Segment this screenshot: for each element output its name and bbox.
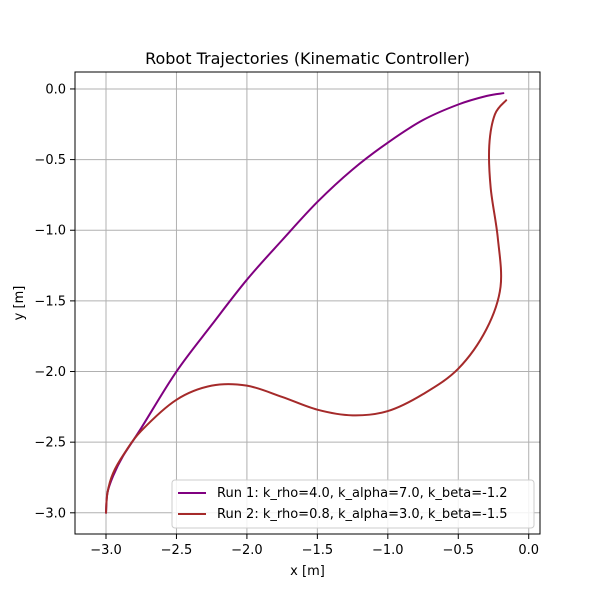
- x-tick-label: 0.0: [518, 543, 539, 558]
- y-axis-label: y [m]: [12, 286, 27, 321]
- y-tick-label: −2.0: [34, 365, 66, 380]
- y-tick-label: −1.5: [34, 294, 66, 309]
- plot-frame: [74, 71, 541, 535]
- x-tick-label: −3.0: [90, 543, 122, 558]
- legend-label-run-2: Run 2: k_rho=0.8, k_alpha=3.0, k_beta=-1…: [217, 507, 508, 522]
- x-tick-label: −1.0: [372, 543, 404, 558]
- y-tick-label: 0.0: [45, 82, 66, 97]
- legend-label-run-1: Run 1: k_rho=4.0, k_alpha=7.0, k_beta=-1…: [217, 486, 508, 501]
- x-tick-label: −0.5: [442, 543, 474, 558]
- series-line-run-2: [105, 99, 508, 514]
- axis-ticks: −3.0 −2.5 −2.0 −1.5 −1.0 −0.5 0.0 0.0 −0.5 −1.0 −1…: [34, 82, 539, 558]
- chart-title: Robot Trajectories (Kinematic Controller…: [145, 49, 470, 68]
- legend-box: [171, 479, 535, 529]
- x-tick-label: −1.5: [302, 543, 334, 558]
- x-axis-label: x [m]: [290, 564, 325, 579]
- y-tick-label: −2.5: [34, 436, 66, 451]
- legend: Run 1: k_rho=4.0, k_alpha=7.0, k_beta=-1…: [171, 479, 535, 529]
- x-tick-label: −2.0: [231, 543, 263, 558]
- x-tick-label: −2.5: [161, 543, 193, 558]
- y-tick-label: −1.0: [34, 224, 66, 239]
- y-tick-label: −0.5: [34, 153, 66, 168]
- y-tick-label: −3.0: [34, 506, 66, 521]
- series-layer: [105, 92, 508, 514]
